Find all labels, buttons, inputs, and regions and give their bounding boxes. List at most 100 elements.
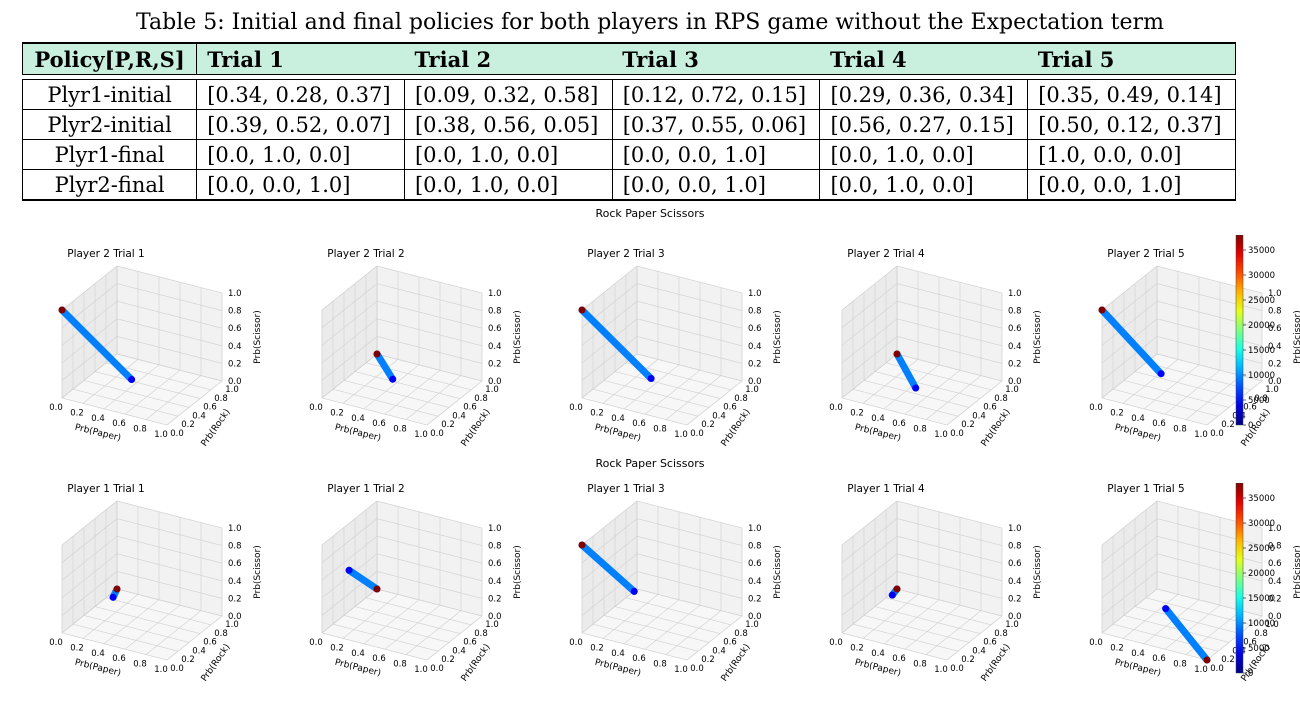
rock-tick-label: 0.8	[1254, 629, 1268, 639]
rock-tick-label: 0.2	[181, 655, 195, 665]
scissor-tick-label: 0.0	[228, 612, 242, 622]
initial-policy-point	[128, 376, 136, 383]
grid-line	[904, 604, 961, 650]
scissor-axis-label: Prb(Scissor)	[1293, 545, 1300, 598]
scissor-tick-label: 0.8	[1268, 542, 1282, 552]
grid-line	[72, 388, 179, 417]
grid-line	[863, 615, 970, 643]
subplot-title: Player 2 Trial 4	[847, 248, 925, 260]
scissor-tick-label: 0.0	[1008, 612, 1022, 622]
colorbar-tick-label: 35000	[1248, 246, 1275, 256]
paper-tick-label: 0.4	[91, 414, 105, 424]
paper-tick-label: 1.0	[934, 430, 948, 440]
grid-line	[581, 300, 638, 346]
grid-line	[61, 265, 118, 311]
grid-line	[644, 369, 701, 415]
grid-line	[116, 500, 223, 529]
grid-line	[896, 318, 1003, 347]
scissor-tick-label: 0.8	[488, 307, 502, 317]
grid-line	[1156, 318, 1263, 347]
scissor-tick-label: 0.4	[1008, 577, 1022, 587]
scissor-tick-label: 0.8	[228, 307, 242, 317]
grid-line	[852, 623, 959, 652]
scissor-axis-label: Prb(Scissor)	[1033, 545, 1042, 598]
colorbar-tick-label: 30000	[1248, 271, 1275, 281]
table-cell: [0.0, 1.0, 0.0]	[403, 139, 613, 170]
header-trial-4: Trial 4	[819, 42, 1028, 75]
scissor-tick-label: 1.0	[748, 524, 762, 534]
grid-line	[103, 364, 160, 410]
paper-tick-label: 0.2	[70, 408, 84, 418]
scissor-tick-label: 0.6	[228, 559, 242, 569]
paper-tick-label: 0.0	[569, 403, 583, 413]
paper-tick-label: 0.2	[330, 643, 344, 653]
scissor-tick-label: 0.4	[1268, 342, 1282, 352]
grid-line	[1101, 300, 1158, 346]
trajectory-path	[1098, 306, 1165, 378]
paper-tick-label: 0.8	[653, 660, 667, 670]
rock-tick-label: 0.0	[170, 664, 184, 674]
paper-tick-label: 0.2	[1110, 643, 1124, 653]
grid-line	[925, 375, 982, 420]
rock-tick-label: 0.0	[690, 429, 704, 439]
paper-tick-label: 0.0	[49, 403, 63, 413]
grid-line	[636, 553, 743, 582]
paper-tick-label: 0.6	[1152, 654, 1166, 664]
table-row: Plyr1-final [0.0, 1.0, 0.0] [0.0, 1.0, 0…	[21, 139, 1236, 170]
grid-line	[94, 606, 201, 634]
grid-line	[1156, 518, 1263, 546]
rock-tick-label: 0.8	[214, 629, 228, 639]
grid-line	[686, 615, 743, 661]
subplot-title: Player 2 Trial 1	[67, 248, 145, 260]
grid-line	[426, 615, 483, 661]
grid-line	[354, 606, 461, 634]
grid-line	[862, 594, 919, 639]
scissor-tick-label: 0.4	[748, 577, 762, 587]
grid-line	[1206, 380, 1263, 426]
paper-tick-label: 0.2	[850, 408, 864, 418]
paper-tick-label: 0.6	[632, 654, 646, 664]
policy-table: Policy[P,R,S] Trial 1 Trial 2 Trial 3 Tr…	[21, 42, 1236, 201]
scissor-tick-label: 0.4	[228, 342, 242, 352]
paper-tick-label: 0.6	[632, 419, 646, 429]
grid-line	[1122, 594, 1179, 639]
table-row: Plyr2-final [0.0, 0.0, 1.0] [0.0, 1.0, 0…	[21, 169, 1236, 201]
header-trial-3: Trial 3	[612, 42, 820, 75]
paper-tick-label: 0.8	[133, 660, 147, 670]
subplot-title: Player 1 Trial 3	[587, 483, 665, 495]
trajectory-path	[578, 541, 638, 595]
scissor-tick-label: 0.4	[488, 342, 502, 352]
paper-tick-label: 0.4	[91, 649, 105, 659]
grid-line	[321, 283, 378, 328]
rock-tick-label: 0.2	[701, 420, 715, 430]
table-row: Plyr1-initial [0.34, 0.28, 0.37] [0.09, …	[21, 79, 1236, 110]
grid-line	[61, 535, 118, 581]
grid-line	[665, 610, 722, 655]
grid-line	[636, 500, 743, 529]
initial-policy-point	[345, 566, 353, 574]
scissor-tick-label: 0.8	[1008, 542, 1022, 552]
rock-tick-label: 0.0	[950, 664, 964, 674]
scissor-tick-label: 0.4	[488, 577, 502, 587]
paper-tick-label: 0.8	[393, 660, 407, 670]
scissor-tick-label: 0.4	[748, 342, 762, 352]
grid-line	[376, 588, 483, 617]
scissor-tick-label: 0.0	[228, 377, 242, 387]
grid-line	[1164, 369, 1221, 415]
paper-tick-label: 1.0	[414, 665, 428, 675]
paper-tick-label: 0.4	[351, 649, 365, 659]
initial-policy-point	[888, 591, 896, 599]
rock-tick-label: 0.2	[181, 420, 195, 430]
scissor-tick-label: 0.0	[488, 377, 502, 387]
table-header-row: Policy[P,R,S] Trial 1 Trial 2 Trial 3 Tr…	[21, 42, 1236, 75]
grid-line	[342, 594, 399, 639]
grid-line	[665, 375, 722, 420]
grid-line	[603, 380, 710, 408]
grid-line	[874, 371, 981, 399]
table-cell: Plyr2-initial	[21, 109, 198, 140]
grid-line	[376, 500, 483, 529]
grid-line	[376, 283, 483, 311]
rock-tick-label: 1.0	[1005, 385, 1019, 395]
scissor-tick-label: 0.0	[748, 612, 762, 622]
rock-tick-label: 0.6	[463, 403, 477, 413]
